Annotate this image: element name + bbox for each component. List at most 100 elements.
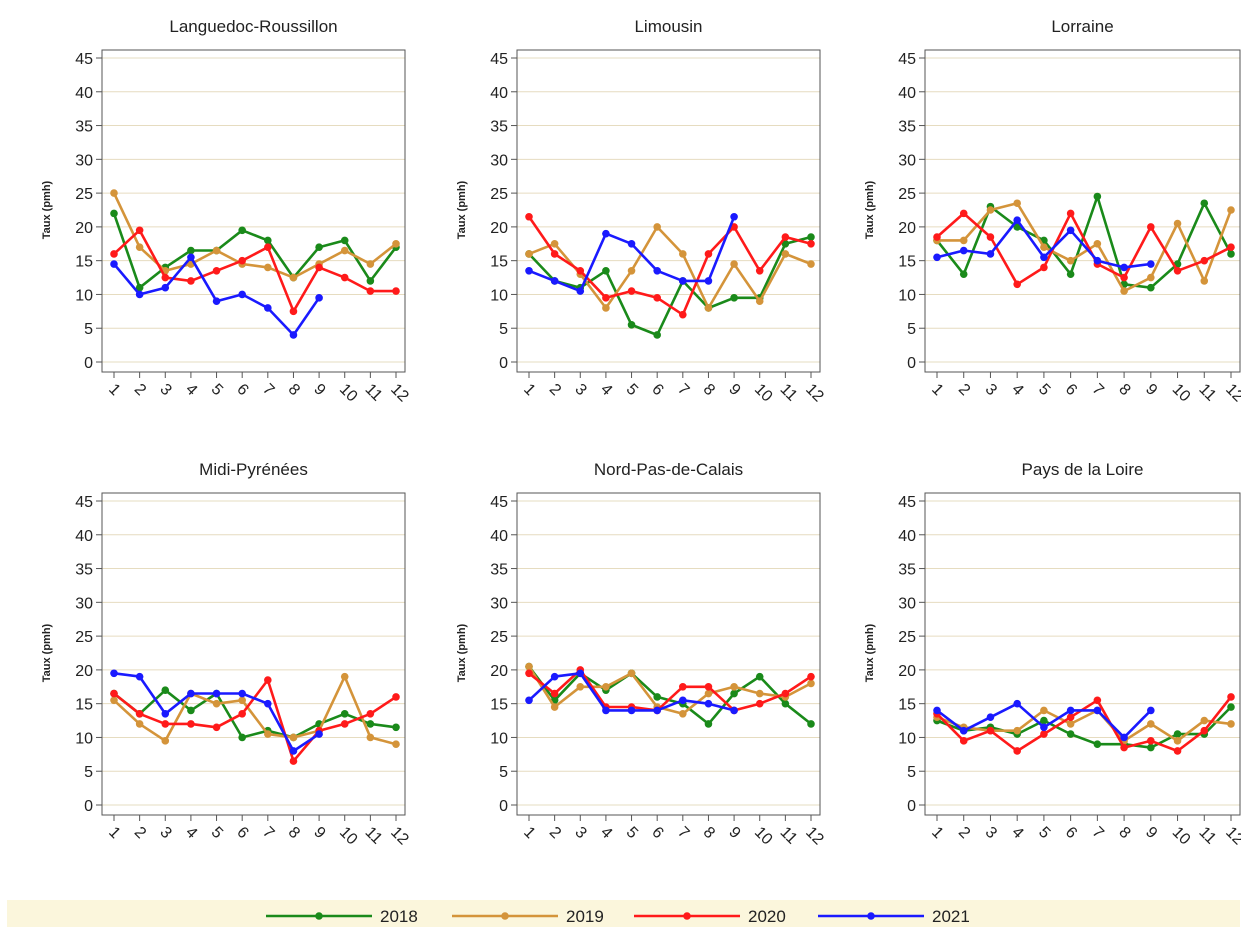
x-tick-label: 12 (802, 824, 827, 849)
data-point-2020 (340, 273, 349, 282)
data-point-2021 (550, 277, 559, 285)
data-point-2019 (627, 267, 636, 275)
data-point-2021 (264, 699, 272, 708)
data-point-2021 (525, 696, 533, 705)
x-tick-label: 7 (259, 824, 277, 842)
data-point-2018 (730, 689, 738, 698)
plot-frame (101, 49, 406, 373)
data-point-2020 (238, 256, 246, 265)
data-point-2020 (264, 676, 272, 684)
data-point-2021 (602, 229, 610, 238)
data-point-2020 (187, 277, 195, 285)
data-point-2019 (781, 250, 790, 258)
data-point-2020 (1173, 747, 1182, 755)
x-tick-label: 10 (1169, 824, 1194, 849)
y-tick-label: 0 (907, 798, 916, 815)
data-point-2020 (1093, 696, 1102, 705)
x-tick-label: 6 (1062, 381, 1080, 399)
data-point-2021 (933, 253, 941, 262)
data-point-2018 (1066, 730, 1075, 738)
data-point-2020 (1173, 267, 1182, 275)
data-point-2019 (755, 689, 764, 698)
data-point-2019 (366, 260, 375, 268)
data-point-2021 (1040, 723, 1048, 732)
y-tick-label: 10 (75, 287, 93, 304)
y-tick-label: 25 (75, 629, 93, 646)
x-tick-label: 1 (928, 381, 946, 399)
data-point-2019 (1200, 277, 1209, 285)
data-point-2021 (1147, 706, 1155, 715)
data-point-2018 (781, 239, 790, 248)
data-point-2019 (1120, 287, 1128, 295)
x-tick-label: 6 (1062, 824, 1080, 842)
y-tick-label: 20 (75, 220, 93, 237)
data-point-2020 (653, 294, 661, 302)
data-point-2021 (1120, 733, 1128, 742)
panel-title: Pays de la Loire (1022, 460, 1144, 479)
legend-label: 2018 (380, 907, 418, 926)
series-line-2020 (527, 216, 812, 316)
x-tick-label: 3 (571, 381, 589, 399)
x-tick-label: 6 (648, 824, 666, 842)
data-point-2021 (959, 726, 968, 735)
panel-title: Languedoc-Roussillon (169, 17, 337, 36)
plot-frame (924, 492, 1241, 816)
x-tick-label: 2 (131, 824, 149, 842)
data-point-2020 (1200, 726, 1209, 735)
plot-frame (101, 492, 406, 816)
x-tick-label: 10 (336, 381, 361, 406)
data-point-2018 (1147, 283, 1155, 292)
data-point-2020 (110, 689, 118, 698)
data-point-2021 (187, 689, 195, 698)
y-tick-label: 5 (907, 321, 916, 338)
data-point-2019 (1173, 219, 1182, 228)
data-point-2019 (264, 263, 272, 272)
data-point-2019 (110, 189, 118, 197)
panel-title: Limousin (634, 17, 702, 36)
data-point-2020 (550, 689, 559, 698)
series-line-2018 (935, 195, 1233, 289)
data-point-2020 (315, 263, 323, 272)
y-tick-label: 15 (75, 254, 93, 271)
y-axis-label: Taux (pmh) (41, 623, 53, 682)
data-point-2019 (602, 304, 610, 312)
y-tick-label: 45 (490, 494, 508, 511)
y-tick-label: 10 (75, 730, 93, 747)
series-line-2019 (113, 675, 397, 746)
data-point-2020 (807, 672, 815, 681)
series-line-2019 (528, 225, 812, 310)
data-point-2019 (807, 679, 815, 688)
y-tick-label: 35 (75, 119, 93, 136)
data-point-2020 (679, 682, 687, 691)
data-point-2021 (1147, 260, 1155, 268)
data-point-2020 (1120, 273, 1128, 282)
x-tick-label: 7 (259, 381, 277, 399)
x-tick-label: 11 (1195, 824, 1219, 848)
data-point-2021 (1013, 699, 1021, 708)
data-point-2019 (238, 696, 246, 705)
data-point-2021 (212, 297, 221, 306)
y-tick-label: 5 (84, 764, 93, 781)
data-point-2018 (807, 720, 815, 728)
y-tick-label: 35 (75, 562, 93, 579)
data-point-2018 (730, 294, 738, 302)
x-tick-label: 5 (1035, 824, 1053, 842)
x-tick-label: 8 (700, 824, 718, 842)
data-point-2020 (525, 212, 533, 221)
data-point-2019 (135, 243, 144, 251)
x-tick-label: 10 (336, 824, 361, 849)
y-tick-label: 20 (898, 220, 916, 237)
data-point-2018 (135, 283, 144, 292)
data-point-2020 (959, 737, 968, 745)
x-tick-label: 2 (955, 824, 973, 842)
x-tick-label: 2 (546, 381, 564, 399)
data-point-2021 (627, 706, 636, 715)
data-point-2019 (807, 260, 815, 268)
data-point-2021 (730, 212, 738, 221)
data-point-2020 (161, 273, 170, 282)
y-tick-label: 30 (490, 595, 508, 612)
x-tick-label: 9 (1142, 824, 1160, 842)
data-point-2018 (340, 710, 349, 718)
data-point-2019 (1173, 737, 1182, 745)
